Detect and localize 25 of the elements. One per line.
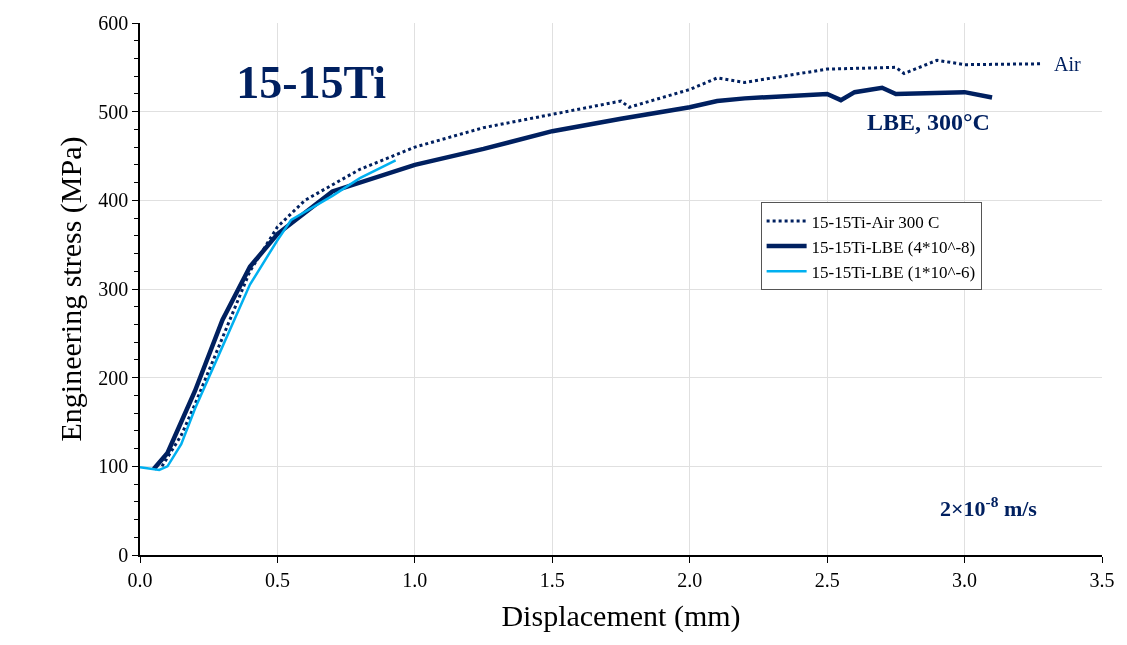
x-tick-label: 2.5 [814, 568, 840, 591]
legend-label: 15-15Ti-LBE (4*10^-8) [811, 237, 976, 257]
y-tick-label: 200 [98, 366, 129, 389]
x-tick-label: 1.0 [402, 568, 428, 591]
x-axis-title: Displacement (mm) [501, 598, 741, 633]
annotation: Air [1054, 53, 1081, 75]
x-tick-label: 1.5 [539, 568, 565, 591]
y-tick-label: 300 [98, 278, 129, 300]
x-tick-label: 3.0 [952, 568, 978, 591]
text: 15-15Ti [236, 56, 387, 108]
y-tick-label: 0 [118, 544, 129, 566]
annotation: 2×10$^{-8}$ m/s [940, 493, 1038, 522]
x-tick-label: 0.0 [127, 568, 153, 591]
x-tick-label: 0.5 [264, 568, 290, 591]
y-tick-label: 500 [98, 100, 129, 123]
line-series [140, 159, 397, 472]
x-tick-label: 2.0 [677, 568, 703, 591]
legend-label: 15-15Ti-LBE (1*10^-6) [811, 262, 976, 282]
legend-label: 15-15Ti-Air 300 C [811, 212, 940, 232]
y-axis-title: Engineering stress (MPa) [53, 136, 88, 442]
y-tick-label: 100 [98, 455, 129, 478]
y-tick-label: 400 [98, 189, 129, 212]
x-tick-label: 3.5 [1089, 568, 1115, 591]
annotation: LBE, 300°C [867, 109, 990, 135]
y-tick-label: 600 [98, 12, 129, 34]
